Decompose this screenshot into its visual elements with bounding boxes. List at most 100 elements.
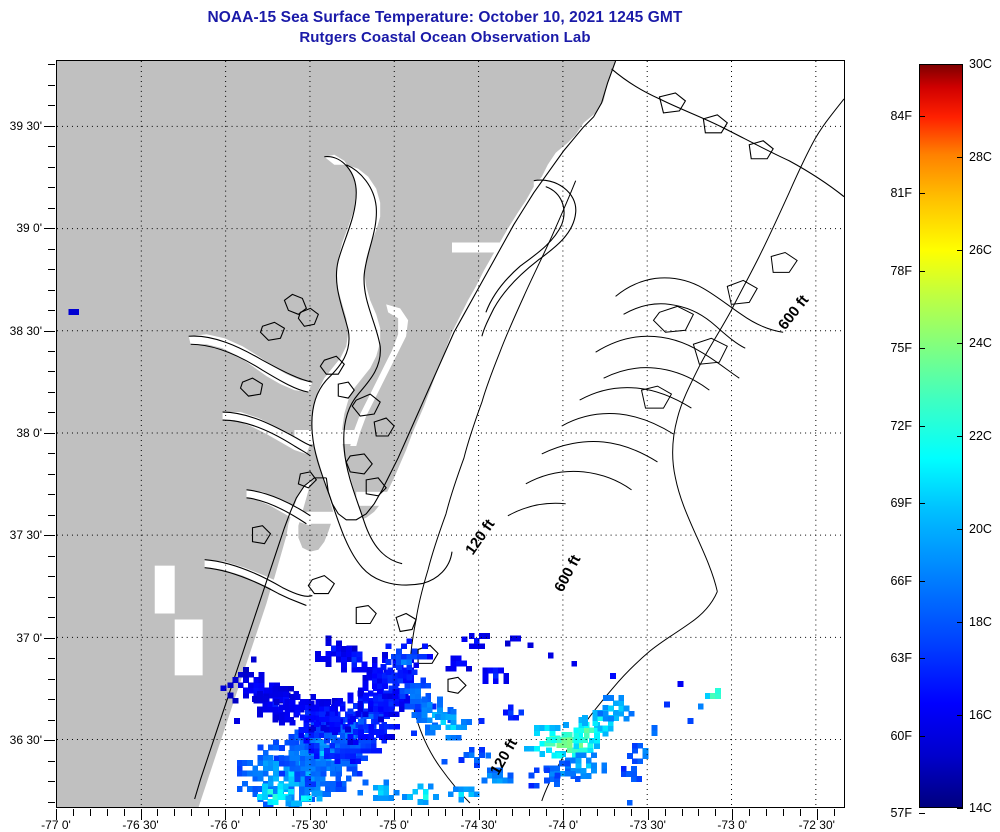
colorbar-tick-fahrenheit [919,503,925,505]
x-axis-major-tick [56,809,57,820]
x-axis-label: -77 0' [41,818,71,832]
colorbar-tick-celsius [957,808,963,809]
y-axis-major-tick [44,125,55,127]
y-axis-minor-tick [48,719,55,721]
x-axis-major-tick [225,809,227,820]
x-axis-minor-tick [89,809,91,816]
x-axis-label: -73 0' [717,818,748,832]
y-axis-minor-tick [48,289,55,291]
colorbar-label-celsius: 18C [969,615,992,629]
y-axis-minor-tick [48,555,55,557]
colorbar-tick-fahrenheit [919,735,925,737]
y-axis-minor-tick [48,269,55,271]
x-axis-label: -76 30' [122,818,159,832]
colorbar-label-celsius: 22C [969,429,992,443]
x-axis-minor-tick [766,809,768,816]
y-axis-minor-tick [48,658,55,660]
sst-map-frame: 600 ft 120 ft 600 ft 120 ft [56,60,845,808]
y-axis-minor-tick [48,473,55,475]
y-axis-minor-tick [48,576,55,578]
colorbar-label-celsius: 26C [969,243,992,257]
y-axis-minor-tick [48,760,55,762]
x-axis-minor-tick [596,809,598,816]
x-axis-minor-tick [799,809,801,816]
page-title: NOAA-15 Sea Surface Temperature: October… [207,9,683,26]
colorbar-tick-celsius [957,622,963,623]
x-axis-minor-tick [546,809,548,816]
colorbar-label-fahrenheit: 78F [890,263,912,278]
y-axis-minor-tick [48,781,55,783]
y-axis-minor-tick [48,371,55,373]
sst-data-layer [68,309,722,807]
x-axis-major-tick [309,809,311,820]
colorbar-tick-fahrenheit [919,270,925,272]
x-axis-label: -73 30' [629,818,666,832]
x-axis-minor-tick [343,809,345,816]
x-axis-label: -76 0' [210,818,240,832]
colorbar-tick-fahrenheit [919,115,925,117]
colorbar-gradient [919,64,963,808]
colorbar-label-celsius: 24C [969,336,992,350]
y-axis-label: 38 0' [16,425,42,440]
x-axis-minor-tick [698,809,700,816]
y-axis-major-tick [44,330,55,332]
y-axis-minor-tick [48,391,55,393]
x-axis-major-tick [394,809,396,820]
x-axis-minor-tick [782,809,784,816]
y-axis-minor-tick [48,596,55,598]
x-axis-minor-tick [275,809,277,816]
x-axis-minor-tick [258,809,260,816]
x-axis-minor-tick [495,809,497,816]
colorbar-label-fahrenheit: 84F [890,108,912,123]
y-axis-minor-tick [48,310,55,312]
y-axis-minor-tick [48,248,55,250]
x-axis-minor-tick [157,809,159,816]
colorbar-tick-celsius [957,436,963,437]
colorbar-tick-fahrenheit [919,348,925,350]
x-axis-minor-tick [191,809,193,816]
colorbar-label-fahrenheit: 57F [890,806,912,821]
y-axis-label: 39 0' [16,221,42,236]
y-axis-minor-tick [48,64,55,66]
y-axis-major-tick [44,535,55,537]
x-axis-minor-tick [72,809,74,816]
y-axis-label: 37 0' [16,630,42,645]
x-axis-minor-tick [681,809,683,816]
colorbar-tick-celsius [957,157,963,158]
colorbar-tick-fahrenheit [919,193,925,195]
colorbar-label-fahrenheit: 72F [890,418,912,433]
y-axis-minor-tick [48,494,55,496]
x-axis-minor-tick [208,809,210,816]
y-axis-major-tick [44,740,55,742]
x-axis-minor-tick [377,809,379,816]
x-axis-minor-tick [444,809,446,816]
x-axis-major-tick [140,809,142,820]
x-axis-minor-tick [241,809,243,816]
x-axis-minor-tick [715,809,717,816]
page-subtitle: Rutgers Coastal Ocean Observation Lab [299,29,591,46]
colorbar-label-celsius: 20C [969,522,992,536]
colorbar-label-fahrenheit: 75F [890,341,912,356]
y-axis-minor-tick [48,351,55,352]
x-axis-minor-tick [427,809,429,816]
colorbar-tick-fahrenheit [919,658,925,660]
y-axis-label: 38 30' [9,323,42,338]
colorbar-label-fahrenheit: 69F [890,496,912,511]
colorbar-tick-fahrenheit [919,580,925,582]
x-axis-minor-tick [174,809,176,816]
colorbar-tick-celsius [957,64,963,65]
y-axis-minor-tick [48,412,55,414]
x-axis-minor-tick [833,809,835,816]
x-axis-minor-tick [512,809,514,816]
x-axis-minor-tick [360,809,362,816]
x-axis-label: -74 0' [548,818,578,832]
x-axis-minor-tick [664,809,666,816]
y-axis-label: 36 30' [9,733,42,748]
x-axis-minor-tick [106,809,108,816]
chart-title-block: NOAA-15 Sea Surface Temperature: October… [0,8,890,48]
x-axis-minor-tick [613,809,615,816]
x-axis-major-tick [478,809,480,820]
y-axis-minor-tick [48,617,55,619]
y-axis-major-tick [44,637,55,639]
